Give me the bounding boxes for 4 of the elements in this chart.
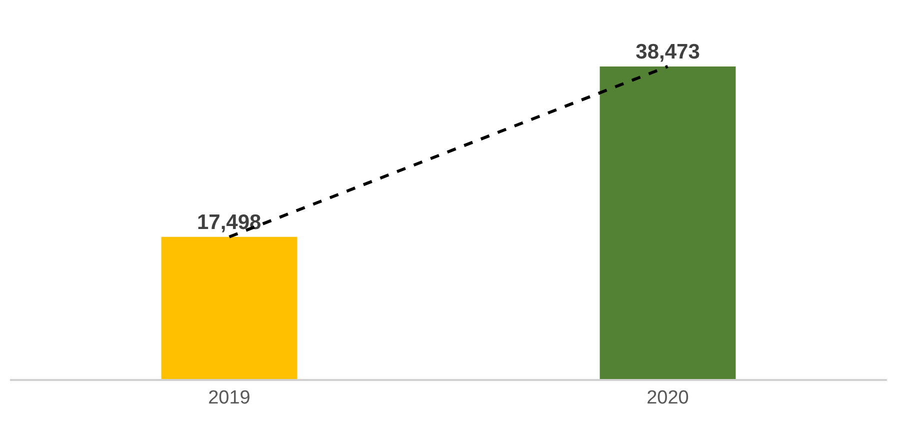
data-label: 38,473	[636, 40, 700, 64]
x-tick-label: 2020	[646, 388, 689, 409]
x-tick-label: 2019	[208, 388, 250, 409]
data-label: 17,498	[196, 210, 262, 234]
